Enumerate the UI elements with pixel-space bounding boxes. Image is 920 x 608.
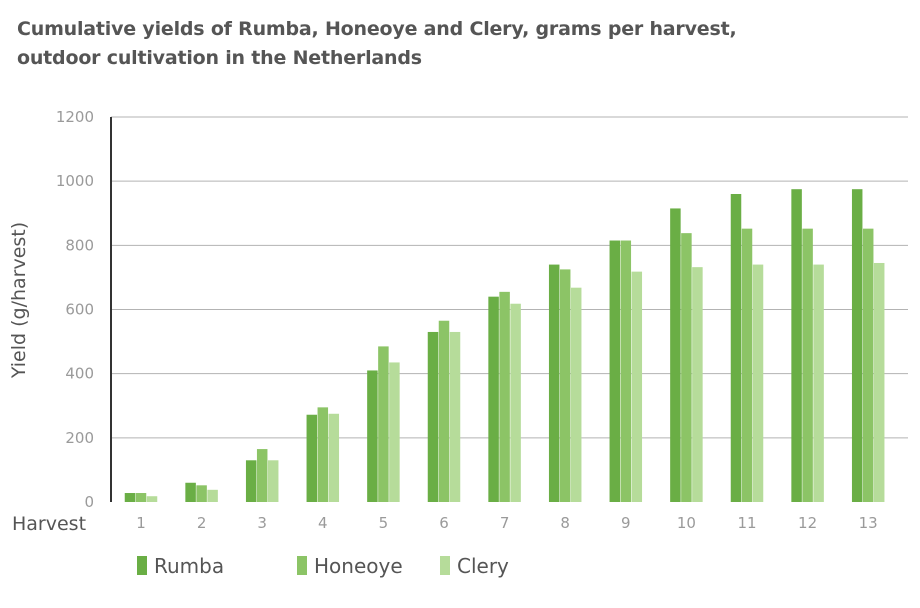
bar-clery-8 bbox=[570, 287, 582, 502]
bar-clery-6 bbox=[449, 331, 461, 502]
bar-rumba-4 bbox=[306, 414, 318, 502]
x-tick-label-5: 5 bbox=[379, 514, 389, 532]
x-tick-label-4: 4 bbox=[318, 514, 328, 532]
bar-clery-5 bbox=[389, 362, 400, 502]
chart-title: Cumulative yields of Rumba, Honeoye and … bbox=[17, 15, 897, 73]
x-tick-label-3: 3 bbox=[257, 514, 267, 532]
x-tick-label-11: 11 bbox=[737, 514, 756, 532]
x-tick-label-6: 6 bbox=[439, 514, 449, 532]
x-tick-label-1: 1 bbox=[136, 514, 146, 532]
x-tick-label-12: 12 bbox=[798, 514, 817, 532]
legend-swatch-honeoye bbox=[297, 556, 307, 575]
bar-honeoye-2 bbox=[196, 485, 207, 502]
legend-swatch-rumba bbox=[137, 556, 147, 575]
bar-clery-4 bbox=[328, 413, 340, 502]
x-tick-label-2: 2 bbox=[197, 514, 207, 532]
legend-label-honeoye: Honeoye bbox=[314, 554, 403, 578]
x-tick-label-7: 7 bbox=[500, 514, 510, 532]
bar-honeoye-1 bbox=[135, 493, 147, 502]
y-tick-label-400: 400 bbox=[65, 365, 94, 383]
bar-clery-12 bbox=[813, 264, 824, 502]
bar-honeoye-4 bbox=[317, 407, 329, 502]
bar-clery-3 bbox=[267, 460, 279, 502]
x-tick-label-9: 9 bbox=[621, 514, 631, 532]
bar-honeoye-8 bbox=[559, 269, 571, 502]
bar-honeoye-13 bbox=[862, 228, 874, 502]
legend-swatch-clery bbox=[440, 556, 450, 575]
y-tick-label-800: 800 bbox=[65, 236, 94, 254]
bar-rumba-12 bbox=[791, 189, 802, 502]
bar-clery-9 bbox=[631, 271, 643, 502]
bar-clery-13 bbox=[873, 262, 885, 502]
bar-honeoye-10 bbox=[681, 233, 692, 502]
chart-title-line-1: Cumulative yields of Rumba, Honeoye and … bbox=[17, 18, 737, 40]
y-tick-label-1000: 1000 bbox=[56, 172, 94, 190]
legend-label-rumba: Rumba bbox=[154, 554, 224, 578]
y-tick-labels: 0 200 400 600 800 1000 1200 bbox=[56, 108, 94, 511]
x-tick-label-13: 13 bbox=[859, 514, 878, 532]
x-tick-label-8: 8 bbox=[560, 514, 570, 532]
x-tick-labels: 1 2 3 4 5 6 7 8 9 10 11 12 13 bbox=[136, 514, 878, 532]
legend-label-clery: Clery bbox=[457, 554, 509, 578]
bar-clery-10 bbox=[692, 267, 703, 502]
bar-rumba-11 bbox=[730, 194, 742, 502]
bar-rumba-13 bbox=[851, 189, 863, 502]
bar-honeoye-12 bbox=[802, 228, 813, 502]
bar-rumba-7 bbox=[488, 296, 499, 502]
y-tick-label-0: 0 bbox=[84, 493, 94, 511]
bar-rumba-2 bbox=[185, 482, 196, 502]
bar-clery-2 bbox=[207, 489, 218, 502]
chart-title-line-2: outdoor cultivation in the Netherlands bbox=[17, 47, 422, 69]
y-tick-label-1200: 1200 bbox=[56, 108, 94, 126]
bar-honeoye-6 bbox=[438, 320, 450, 502]
y-tick-label-200: 200 bbox=[65, 429, 94, 447]
bar-rumba-9 bbox=[609, 240, 621, 503]
y-tick-label-600: 600 bbox=[65, 301, 94, 319]
bars bbox=[124, 189, 885, 503]
y-axis-title: Yield (g/harvest) bbox=[8, 222, 30, 379]
bar-rumba-8 bbox=[548, 264, 560, 502]
x-tick-label-10: 10 bbox=[677, 514, 696, 532]
bar-rumba-3 bbox=[245, 460, 257, 502]
bar-honeoye-11 bbox=[741, 228, 753, 502]
bar-rumba-10 bbox=[670, 208, 681, 502]
legend: Rumba Honeoye Clery bbox=[137, 554, 509, 578]
bar-rumba-1 bbox=[124, 493, 136, 502]
bar-honeoye-9 bbox=[620, 240, 632, 503]
bar-honeoye-5 bbox=[378, 346, 389, 502]
bar-clery-1 bbox=[146, 496, 158, 502]
bar-rumba-6 bbox=[427, 331, 439, 502]
x-axis-title: Harvest bbox=[12, 513, 86, 535]
bar-honeoye-3 bbox=[256, 449, 268, 502]
bar-clery-7 bbox=[510, 303, 521, 502]
bar-honeoye-7 bbox=[499, 291, 510, 502]
bar-clery-11 bbox=[752, 264, 764, 502]
bar-rumba-5 bbox=[367, 370, 378, 502]
